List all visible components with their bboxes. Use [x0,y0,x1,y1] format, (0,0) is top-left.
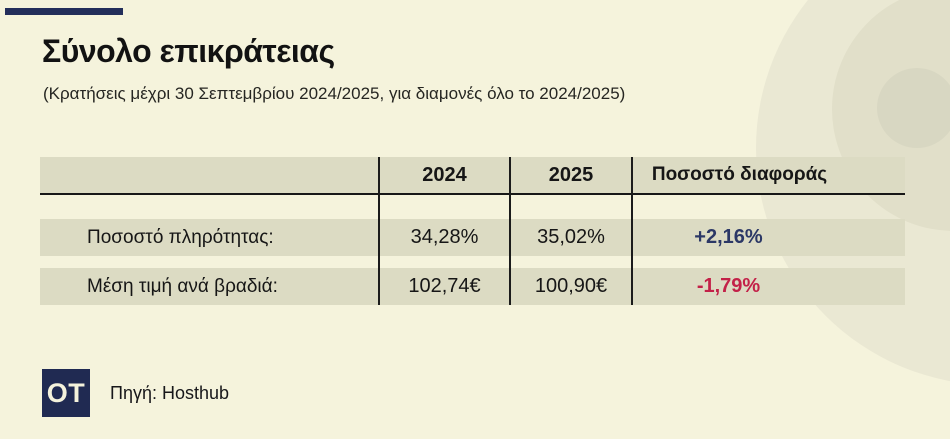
header-cell-diff: Ποσοστό διαφοράς [651,164,828,185]
value-diff: -1,79% [696,275,761,297]
ot-logo: OT [42,369,90,417]
value-2025: 100,90€ [534,275,608,297]
value-2024: 102,74€ [408,275,481,297]
value-diff: +2,16% [694,226,763,248]
accent-bar [5,8,123,15]
table-row-avg-price: Μέση τιμή ανά βραδιά: 102,74€ 100,90€ -1… [40,268,905,305]
header-cell-2025: 2025 [548,163,594,186]
column-divider [378,157,380,305]
decorative-circle-inner [877,68,950,148]
data-table: 2024 2025 Ποσοστό διαφοράς Ποσοστό πληρό… [40,157,905,305]
page-title: Σύνολο επικράτειας [42,33,335,69]
source-text: Πηγή: Hosthub [110,382,230,403]
table-header-row: 2024 2025 Ποσοστό διαφοράς [40,157,905,195]
value-2025: 35,02% [537,226,605,248]
row-label: Μέση τιμή ανά βραδιά: [87,275,278,297]
ot-logo-text: OT [46,377,86,408]
value-2024: 34,28% [410,226,479,248]
page-subtitle: (Κρατήσεις μέχρι 30 Σεπτεμβρίου 2024/202… [43,84,626,103]
column-divider [631,157,633,305]
header-cell-empty [40,157,379,193]
column-divider [509,157,511,305]
table-row-occupancy: Ποσοστό πληρότητας: 34,28% 35,02% +2,16% [40,219,905,256]
row-label: Ποσοστό πληρότητας: [87,226,274,248]
header-cell-2024: 2024 [422,163,467,186]
